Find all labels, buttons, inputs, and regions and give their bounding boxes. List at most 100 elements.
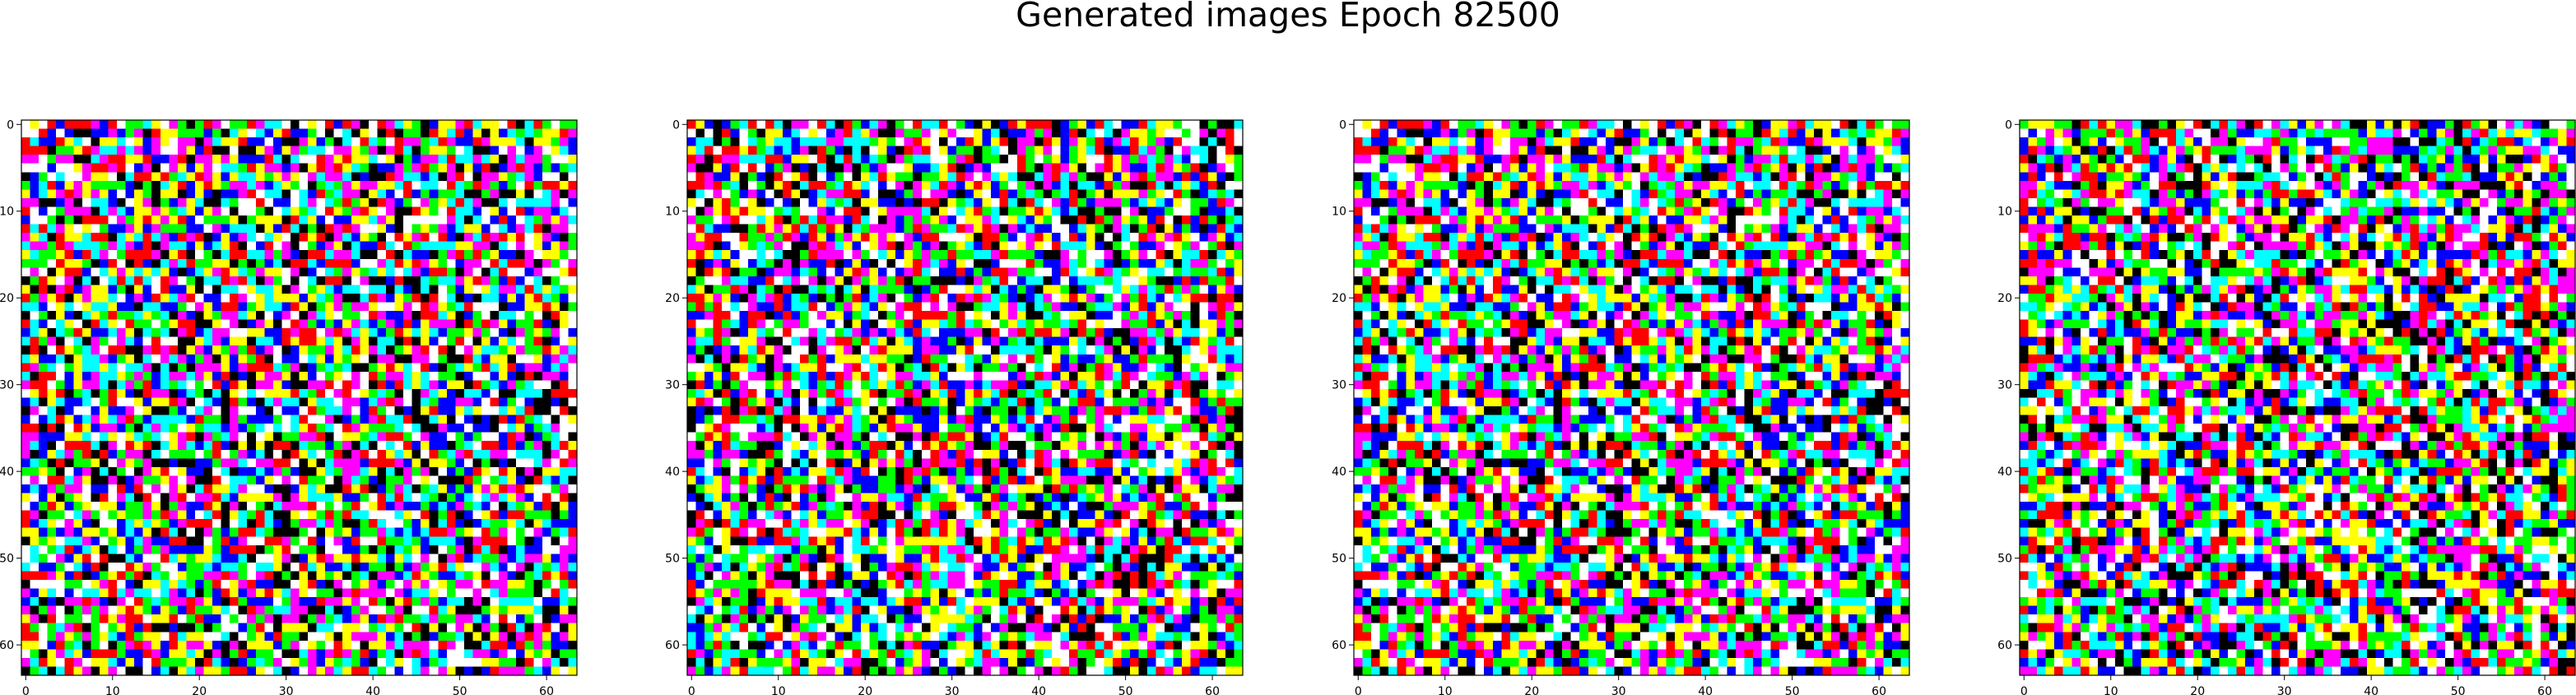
pixel-cell <box>516 302 525 311</box>
pixel-cell <box>551 285 560 294</box>
pixel-cell <box>117 276 126 285</box>
pixel-cell <box>317 198 326 207</box>
pixel-cell <box>360 250 369 259</box>
pixel-cell <box>481 129 491 138</box>
pixel-cell <box>447 380 456 389</box>
pixel-cell <box>560 320 569 329</box>
pixel-cell <box>169 267 178 276</box>
pixel-cell <box>264 328 273 337</box>
pixel-cell <box>21 181 30 190</box>
pixel-cell <box>412 155 421 164</box>
pixel-cell <box>472 424 481 433</box>
pixel-cell <box>291 337 300 346</box>
pixel-cell <box>395 233 404 242</box>
pixel-cell <box>403 146 412 155</box>
pixel-cell <box>100 267 109 276</box>
pixel-cell <box>300 276 309 285</box>
pixel-cell <box>73 181 82 190</box>
pixel-cell <box>472 250 481 259</box>
pixel-cell <box>308 206 317 215</box>
pixel-cell <box>342 433 351 442</box>
pixel-cell <box>21 155 30 164</box>
pixel-cell <box>508 267 517 276</box>
pixel-cell <box>472 389 481 398</box>
pixel-cell <box>403 302 412 311</box>
pixel-cell <box>525 155 534 164</box>
pixel-cell <box>134 155 143 164</box>
pixel-cell <box>351 198 360 207</box>
pixel-cell <box>568 276 577 285</box>
pixel-cell <box>264 415 273 424</box>
pixel-cell <box>377 372 386 381</box>
pixel-cell <box>91 225 100 234</box>
pixel-cell <box>525 225 534 234</box>
pixel-cell <box>386 354 395 364</box>
pixel-cell <box>73 389 82 398</box>
pixel-cell <box>100 380 109 389</box>
pixel-cell <box>308 302 317 311</box>
pixel-cell <box>447 259 456 268</box>
pixel-cell <box>65 250 74 259</box>
pixel-cell <box>134 433 143 442</box>
pixel-cell <box>65 311 74 320</box>
pixel-cell <box>56 354 65 364</box>
pixel-cell <box>203 363 212 372</box>
pixel-cell <box>195 189 204 198</box>
pixel-cell <box>186 225 195 234</box>
pixel-cell <box>369 250 378 259</box>
pixel-cell <box>30 206 40 215</box>
pixel-cell <box>21 337 30 346</box>
pixel-cell <box>247 302 256 311</box>
pixel-cell <box>351 354 360 364</box>
pixel-cell <box>30 320 40 329</box>
pixel-cell <box>256 206 265 215</box>
pixel-cell <box>447 398 456 407</box>
pixel-cell <box>239 372 248 381</box>
pixel-cell <box>334 345 343 354</box>
pixel-cell <box>108 398 117 407</box>
pixel-cell <box>533 120 542 129</box>
pixel-cell <box>160 380 170 389</box>
pixel-cell <box>169 398 178 407</box>
pixel-cell <box>508 189 517 198</box>
pixel-cell <box>186 354 195 364</box>
pixel-cell <box>221 120 230 129</box>
pixel-cell <box>178 398 187 407</box>
pixel-cell <box>151 233 160 242</box>
pixel-cell <box>65 276 74 285</box>
pixel-cell <box>203 328 212 337</box>
pixel-cell <box>317 345 326 354</box>
pixel-cell <box>508 294 517 303</box>
pixel-cell <box>472 198 481 207</box>
pixel-cell <box>91 406 100 415</box>
pixel-cell <box>412 181 421 190</box>
pixel-cell <box>412 354 421 364</box>
pixel-cell <box>91 137 100 146</box>
pixel-cell <box>438 129 447 138</box>
pixel-cell <box>151 215 160 225</box>
pixel-cell <box>421 267 430 276</box>
pixel-cell <box>334 285 343 294</box>
pixel-cell <box>472 285 481 294</box>
pixel-cell <box>386 328 395 337</box>
pixel-cell <box>39 259 48 268</box>
pixel-cell <box>491 311 500 320</box>
pixel-cell <box>73 164 82 173</box>
pixel-cell <box>412 398 421 407</box>
pixel-cell <box>508 198 517 207</box>
pixel-cell <box>403 320 412 329</box>
pixel-cell <box>203 137 212 146</box>
pixel-cell <box>360 233 369 242</box>
pixel-cell <box>516 129 525 138</box>
pixel-cell <box>395 250 404 259</box>
pixel-cell <box>560 302 569 311</box>
pixel-cell <box>472 233 481 242</box>
pixel-cell <box>472 155 481 164</box>
pixel-cell <box>212 250 221 259</box>
pixel-cell <box>186 406 195 415</box>
pixel-cell <box>39 146 48 155</box>
pixel-cell <box>377 172 386 181</box>
pixel-cell <box>342 155 351 164</box>
pixel-cell <box>533 259 542 268</box>
pixel-cell <box>499 415 508 424</box>
